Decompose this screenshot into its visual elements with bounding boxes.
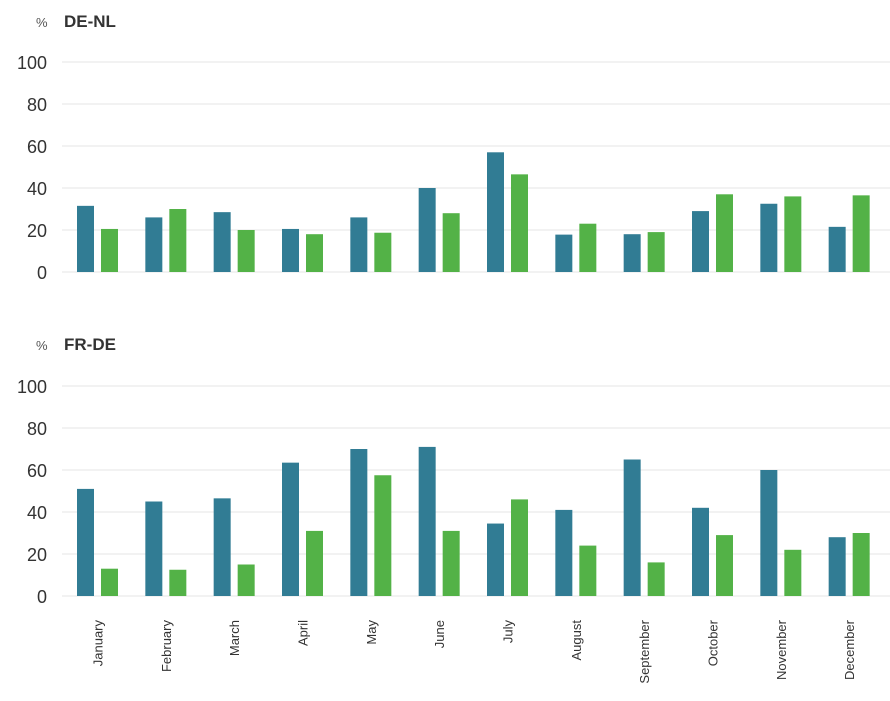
bar-series-1-february — [145, 217, 163, 272]
bar-series-2-may — [374, 475, 392, 596]
bar-series-1-july — [487, 523, 504, 596]
bar-series-2-may — [374, 232, 392, 272]
bar-series-2-november — [784, 549, 802, 596]
bar-series-2-june — [442, 213, 460, 272]
bar-series-1-september — [623, 459, 641, 596]
chart-title: DE-NL — [64, 12, 116, 31]
bar-series-2-september — [647, 562, 665, 596]
bar-series-2-january — [101, 228, 118, 272]
y-tick-label: 100 — [17, 377, 47, 397]
y-tick-label: 20 — [27, 545, 47, 565]
y-tick-label: 0 — [37, 587, 47, 607]
x-tick-label: July — [501, 620, 516, 644]
y-tick-label: 20 — [27, 221, 47, 241]
bar-series-2-july — [511, 174, 528, 272]
bar-series-2-december — [852, 195, 870, 272]
x-tick-label: October — [706, 619, 721, 666]
bar-series-2-december — [852, 533, 870, 596]
y-tick-label: 40 — [27, 503, 47, 523]
x-tick-label: January — [91, 620, 106, 667]
bar-series-1-august — [555, 509, 573, 596]
bar-series-1-october — [692, 507, 709, 596]
bar-series-2-january — [101, 568, 118, 596]
bar-series-2-february — [169, 209, 187, 272]
unit-label: % — [36, 15, 48, 30]
bar-series-1-november — [760, 470, 778, 596]
x-tick-label: June — [432, 620, 447, 648]
bar-series-2-september — [647, 232, 665, 272]
y-tick-label: 60 — [27, 137, 47, 157]
bar-series-2-april — [306, 234, 323, 272]
bar-series-1-january — [77, 205, 94, 272]
bar-series-1-april — [282, 462, 299, 596]
bar-series-1-november — [760, 203, 778, 272]
bar-series-1-january — [77, 488, 94, 596]
bar-series-1-may — [350, 217, 368, 272]
bar-series-2-june — [442, 530, 460, 596]
x-tick-label: August — [569, 620, 584, 661]
x-tick-label: May — [364, 620, 379, 645]
x-tick-label: February — [159, 620, 174, 673]
bar-series-2-february — [169, 569, 187, 596]
bar-series-1-march — [213, 212, 231, 272]
bar-series-2-august — [579, 545, 597, 596]
bar-series-2-october — [716, 535, 733, 596]
y-tick-label: 60 — [27, 461, 47, 481]
x-tick-label: September — [637, 619, 652, 683]
bar-series-1-june — [418, 446, 436, 596]
bar-series-2-october — [716, 194, 733, 272]
bar-series-1-december — [828, 537, 846, 596]
bar-series-1-march — [213, 498, 231, 596]
x-tick-label: April — [296, 620, 311, 646]
bar-series-1-december — [828, 226, 846, 272]
bar-series-2-april — [306, 530, 323, 596]
bar-series-1-september — [623, 234, 641, 272]
unit-label: % — [36, 338, 48, 353]
bar-series-2-march — [237, 564, 255, 596]
y-tick-label: 80 — [27, 95, 47, 115]
bar-series-1-february — [145, 501, 163, 596]
bar-series-1-october — [692, 211, 709, 272]
y-tick-label: 0 — [37, 263, 47, 283]
chart-panel-1: % DE-NL 0 20 40 60 80 100 — [17, 12, 890, 283]
bar-series-1-may — [350, 449, 368, 596]
x-tick-label: December — [842, 619, 857, 680]
bar-series-1-april — [282, 228, 299, 272]
bar-series-2-march — [237, 230, 255, 272]
bar-series-1-july — [487, 152, 504, 272]
y-tick-label: 40 — [27, 179, 47, 199]
bar-series-2-november — [784, 196, 802, 272]
chart-title: FR-DE — [64, 335, 116, 354]
x-tick-label: March — [227, 620, 242, 656]
x-tick-label: November — [774, 619, 789, 680]
chart-panel-2: % FR-DE 0 20 40 60 80 100 January February March Ap… — [17, 335, 890, 684]
bar-series-2-august — [579, 223, 597, 272]
bar-series-1-june — [418, 188, 436, 272]
bar-series-2-july — [511, 499, 528, 596]
y-tick-label: 80 — [27, 419, 47, 439]
bar-series-1-august — [555, 234, 573, 272]
y-tick-label: 100 — [17, 53, 47, 73]
